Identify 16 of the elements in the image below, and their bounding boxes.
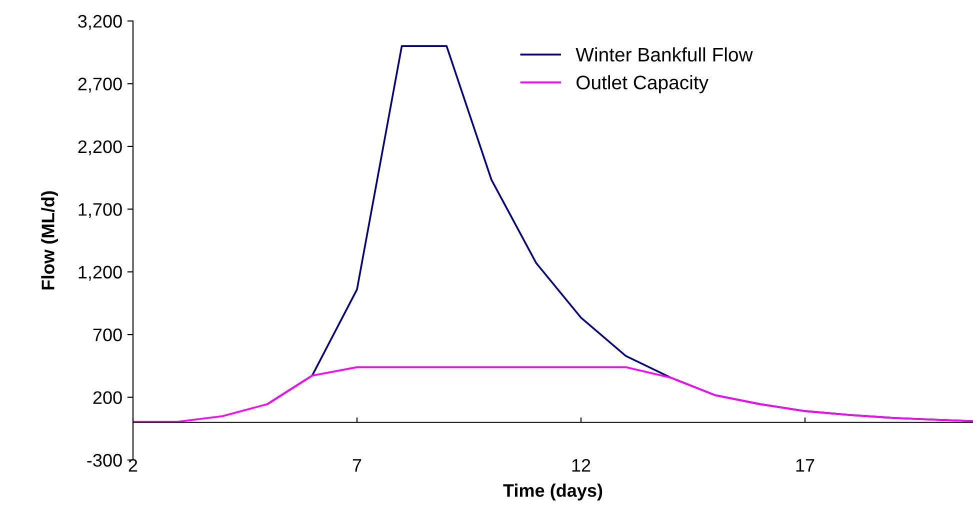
y-tick-label: 2,700: [78, 78, 122, 93]
x-tick-label: 12: [572, 458, 590, 472]
x-axis-title: Time (days): [503, 484, 602, 500]
y-tick-label: 3,200: [78, 14, 122, 30]
y-tick-label: 2,200: [78, 140, 122, 156]
x-tick-label: 7: [352, 459, 362, 472]
legend-label: Outlet Capacity: [576, 75, 709, 94]
line-series: [133, 366, 973, 423]
y-tick-label: 1,200: [78, 266, 122, 281]
legend-label: Winter Bankfull Flow: [576, 47, 753, 62]
y-tick-label: 1,700: [78, 203, 122, 218]
y-axis-title: Flow (ML/d): [41, 191, 58, 290]
y-tick-label: -300: [87, 454, 122, 467]
x-tick-label: 17: [796, 459, 814, 472]
y-tick-label: 700: [93, 328, 122, 342]
y-tick-label: 200: [93, 391, 122, 404]
